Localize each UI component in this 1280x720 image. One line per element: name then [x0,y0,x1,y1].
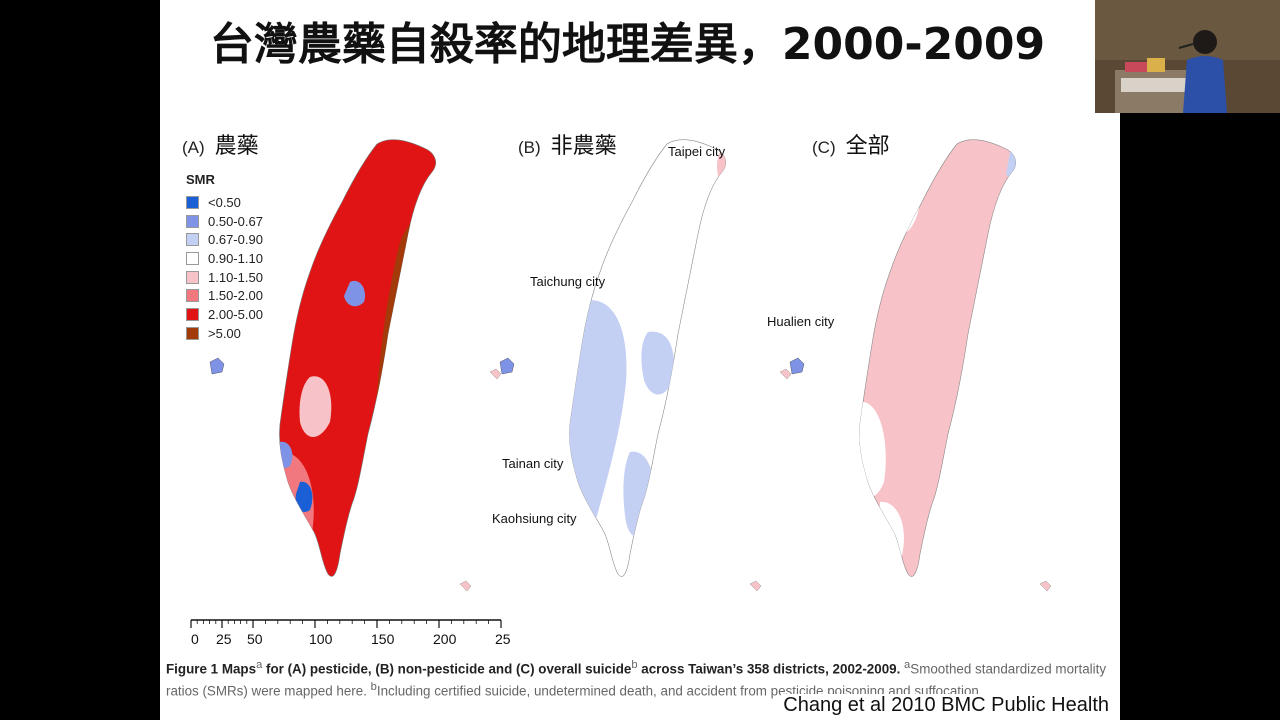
scale-tick-label: 200 [433,631,457,646]
legend-label: 0.67-0.90 [208,232,263,248]
greenisland-b [779,368,792,380]
legend-swatch [186,251,199,265]
legend-label: 0.50-0.67 [208,213,263,229]
legend-label: 2.00-5.00 [208,306,263,322]
scale-tick-label: 50 [247,631,263,646]
legend-swatch [186,326,199,340]
lanyu-a [459,580,472,592]
panel-b-label: (B) 非農藥 [518,128,617,160]
greenisland-a [489,368,502,380]
legend-swatch [186,195,199,209]
penghu-b [499,357,515,375]
map-c-region-north [867,150,920,239]
legend-label: 1.10-1.50 [208,269,263,285]
caption-note-b-marker: b [370,681,377,694]
legend-swatch [186,307,199,321]
legend-item: 1.10-1.50 [186,268,263,287]
map-a-region-west [299,376,332,437]
legend-swatch [186,214,199,228]
presenter-video [1095,0,1280,113]
city-label-taipei: Taipei city [668,144,726,159]
legend-swatch [186,270,199,284]
caption-sup-b: b [631,659,638,671]
caption-sup-a: a [256,659,263,671]
scale-tick-label: 150 [371,631,395,646]
legend-label: 1.50-2.00 [208,288,263,304]
legend-label: >5.00 [208,325,241,341]
map-a-region-taipei [448,150,478,184]
smr-legend: SMR <0.50 0.50-0.67 0.67-0.90 0.90-1.10 1.10… [186,172,263,343]
legend-swatch [186,233,199,247]
caption-tail: across Taiwan’s 358 districts, 2002-2009… [637,661,901,677]
city-label-hualien: Hualien city [767,314,835,329]
citation: Chang et al 2010 BMC Public Health [781,694,1111,717]
legend-label: <0.50 [208,194,241,210]
scale-tick-label: 25 [216,631,232,646]
city-label-tainan: Tainan city [502,456,564,471]
caption-middle: for (A) pesticide, (B) non-pesticide and… [262,661,632,677]
city-label-taichung: Taichung city [530,274,606,289]
map-c-region-high [997,271,1016,392]
figure-caption: Figure 1 Mapsa for (A) pesticide, (B) no… [166,656,1116,701]
caption-note-a-marker: a [904,659,911,671]
slide-title: 台灣農藥自殺率的地理差異，2000-2009 [209,19,1046,70]
legend-item: >5.00 [186,324,263,343]
legend-item: <0.50 [186,193,263,212]
city-label-kaohsiung: Kaohsiung city [492,511,577,526]
legend-item: 0.67-0.90 [186,230,263,249]
penghu-c [789,357,805,375]
caption-note-a: Smoothed standardized mortality ratios (… [166,661,1107,699]
panel-c-label: (C) 全部 [812,128,890,160]
legend-label: 0.90-1.10 [208,250,263,266]
panel-c-letter: (C) [812,138,836,157]
caption-lead: Maps [221,661,257,677]
panel-a-label: (A) 農藥 [182,128,259,160]
scale-bar: 0 25 50 100 150 200 250 KM [190,619,510,646]
legend-title: SMR [186,172,215,187]
map-b-region-central [641,331,674,395]
maps-svg [209,139,1052,592]
legend-item: 1.50-2.00 [186,286,263,305]
legend-item: 2.00-5.00 [186,305,263,324]
map-a-region-kaohsiung [295,481,313,513]
map-pesticide [278,139,478,577]
caption-figure-label: Figure 1 [166,661,219,677]
map-non-pesticide [568,139,727,577]
lanyu-b [749,580,762,592]
panel-b-title: 非農藥 [550,134,617,159]
islands [209,357,805,375]
scale-tick-label: 250 KM [495,631,510,646]
figure-area: (A) 農藥 (B) 非農藥 (C) 全部 SMR <0.50 0.50-0.67 0.6… [160,122,1120,720]
scale-tick-label: 0 [191,631,199,646]
map-overall [858,139,1017,577]
slide: 台灣農藥自殺率的地理差異，2000-2009 (A) 農藥 (B) 非農藥 (C) 全… [160,0,1120,720]
panel-a-title: 農藥 [214,134,259,159]
legend-item: 0.50-0.67 [186,212,263,231]
map-b-region-hualien [716,262,726,330]
presenter-video-frame [1095,0,1280,113]
lanyu-c [1039,580,1052,592]
legend-swatch [186,289,199,303]
scale-tick-label: 100 [309,631,333,646]
legend-item: 0.90-1.10 [186,249,263,268]
map-a-region-taichung [344,280,366,307]
panel-b-letter: (B) [518,138,541,157]
panel-a-letter: (A) [182,138,205,157]
map-b-region-west [569,300,627,545]
penghu-a [209,357,225,375]
panel-c-title: 全部 [845,134,890,159]
lanyu-islands [459,368,1052,592]
